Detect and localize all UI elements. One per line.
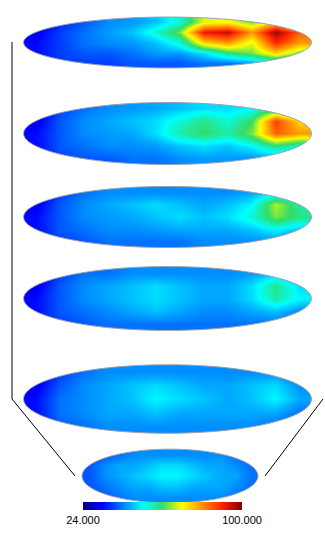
svg-text:100.000: 100.000 [222, 514, 262, 526]
svg-text:24.000: 24.000 [66, 514, 100, 526]
